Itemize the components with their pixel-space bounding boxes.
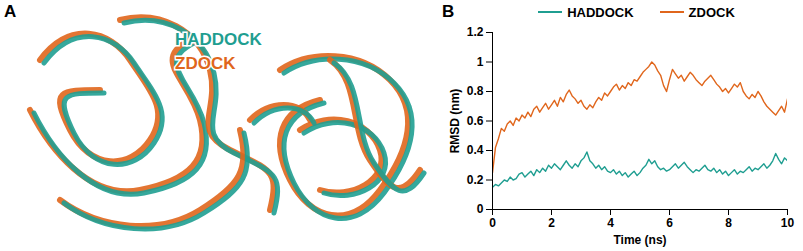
- svg-text:HADDOCK: HADDOCK: [175, 30, 263, 49]
- svg-text:0.2: 0.2: [467, 173, 484, 187]
- svg-text:8: 8: [725, 216, 732, 230]
- svg-text:10: 10: [781, 216, 795, 230]
- html-text:A: A: [4, 2, 17, 21]
- svg-text:0.8: 0.8: [467, 84, 484, 98]
- svg-text:ZDOCK: ZDOCK: [175, 54, 236, 73]
- svg-text:6: 6: [666, 216, 673, 230]
- svg-text:1.2: 1.2: [467, 25, 484, 39]
- svg-text:2: 2: [548, 216, 555, 230]
- html-text:HADDOCK: HADDOCK: [567, 4, 634, 20]
- svg-text:4: 4: [607, 216, 614, 230]
- svg-text:RMSD (nm): RMSD (nm): [448, 89, 462, 154]
- svg-text:0: 0: [489, 216, 496, 230]
- svg-text:0.4: 0.4: [467, 143, 484, 157]
- svg-text:0: 0: [477, 202, 484, 216]
- svg-text:1: 1: [477, 55, 484, 69]
- html-text:B: B: [442, 2, 455, 21]
- svg-text:Time (ns): Time (ns): [613, 233, 666, 247]
- svg-text:0.6: 0.6: [467, 114, 484, 128]
- html-text:ZDOCK: ZDOCK: [688, 4, 735, 20]
